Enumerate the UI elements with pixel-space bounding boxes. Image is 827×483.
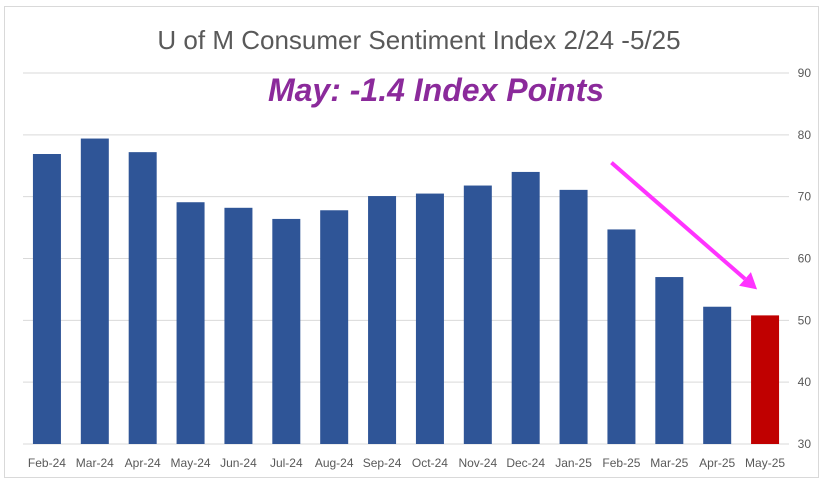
x-tick-label: Sep-24 <box>363 456 402 470</box>
bar <box>655 277 684 444</box>
x-tick-label: May-25 <box>745 456 785 470</box>
bar <box>176 202 205 444</box>
bar <box>80 138 109 444</box>
bar <box>559 189 588 444</box>
y-tick-label: 80 <box>798 128 812 142</box>
chart-title: U of M Consumer Sentiment Index 2/24 -5/… <box>157 25 680 55</box>
bar <box>703 306 732 444</box>
bar <box>272 218 301 444</box>
y-tick-label: 60 <box>798 252 812 266</box>
bar <box>607 229 636 444</box>
bar <box>463 185 492 444</box>
x-tick-label: Jul-24 <box>270 456 303 470</box>
y-axis-ticks: 30 40 50 60 70 80 90 <box>798 66 812 451</box>
x-tick-label: Nov-24 <box>458 456 497 470</box>
x-tick-label: Aug-24 <box>315 456 354 470</box>
trend-arrow <box>610 161 758 290</box>
y-tick-label: 40 <box>798 375 812 389</box>
bar <box>751 315 780 444</box>
bar <box>415 193 444 444</box>
x-tick-label: Mar-24 <box>76 456 114 470</box>
x-tick-label: Feb-24 <box>28 456 66 470</box>
x-tick-label: Dec-24 <box>506 456 545 470</box>
x-tick-label: May-24 <box>171 456 211 470</box>
bar <box>320 210 349 444</box>
x-tick-label: Oct-24 <box>412 456 448 470</box>
arrow-shaft <box>610 161 747 281</box>
bar <box>511 171 540 444</box>
bar <box>368 196 397 444</box>
x-tick-label: Feb-25 <box>602 456 640 470</box>
x-axis-ticks: Feb-24 Mar-24 Apr-24 May-24 Jun-24 Jul-24 Aug-… <box>28 456 785 470</box>
x-tick-label: Apr-25 <box>699 456 735 470</box>
chart-frame: U of M Consumer Sentiment Index 2/24 -5/… <box>4 6 819 478</box>
arrow-head <box>739 272 758 290</box>
y-tick-label: 70 <box>798 190 812 204</box>
x-tick-label: Jun-24 <box>220 456 257 470</box>
annotation-text: May: -1.4 Index Points <box>268 72 604 108</box>
bar <box>224 207 253 444</box>
y-tick-label: 50 <box>798 313 812 327</box>
bar <box>32 154 61 445</box>
bar <box>128 152 157 444</box>
bars <box>32 138 780 445</box>
y-tick-label: 90 <box>798 66 812 80</box>
bar-chart: U of M Consumer Sentiment Index 2/24 -5/… <box>23 25 812 470</box>
x-tick-label: Mar-25 <box>650 456 688 470</box>
x-tick-label: Jan-25 <box>555 456 592 470</box>
y-tick-label: 30 <box>798 437 812 451</box>
x-tick-label: Apr-24 <box>125 456 161 470</box>
